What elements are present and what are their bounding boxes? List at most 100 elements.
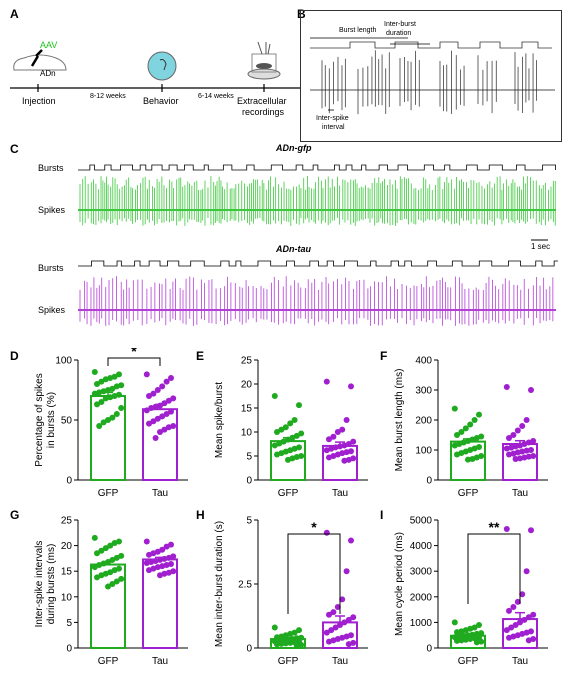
data-point-tau <box>517 619 523 626</box>
panel-b-frame <box>300 10 562 142</box>
x-tick-label: GFP <box>458 488 479 499</box>
chart-e-spike-per-burst: 0 5 10 15 20 25 Mean spike/burst GFP Tau <box>214 356 368 499</box>
y-tick-label: 3000 <box>410 567 433 578</box>
y-tick-label: 5 <box>66 618 72 629</box>
extracellular-label: Extracellular <box>237 96 287 106</box>
data-point-tau <box>332 624 339 631</box>
x-tick-label: GFP <box>98 656 119 667</box>
data-point-gfp <box>454 637 460 644</box>
y-axis-label: Percentage of spikes <box>34 373 45 466</box>
data-point-tau <box>163 378 170 385</box>
x-tick-label: Tau <box>152 488 168 499</box>
data-point-tau <box>530 453 537 459</box>
x-tick-label: GFP <box>458 656 479 667</box>
y-tick-label: 300 <box>415 386 432 397</box>
data-point-tau <box>334 429 341 435</box>
data-point-gfp <box>113 383 120 390</box>
y-axis-label: during bursts (ms) <box>46 544 57 625</box>
significance-marker: * <box>311 519 317 535</box>
data-point-tau <box>343 568 350 575</box>
data-point-tau <box>143 560 150 567</box>
data-point-tau <box>326 436 332 443</box>
data-point-gfp <box>462 425 469 432</box>
data-point-tau <box>146 567 152 574</box>
y-tick-label: 5000 <box>410 516 433 527</box>
chart-f-burst-length: 0 100 200 300 400 Mean burst length (ms) GFP Ta… <box>394 356 548 499</box>
data-point-tau <box>157 429 163 435</box>
data-point-gfp <box>113 411 120 417</box>
injection-label: Injection <box>22 96 56 106</box>
data-point-tau <box>328 627 335 634</box>
data-point-gfp <box>476 621 482 628</box>
data-point-gfp <box>274 429 280 435</box>
data-point-gfp <box>298 641 305 648</box>
tau-spikes-label: Spikes <box>38 305 66 315</box>
y-tick-label: 10 <box>241 428 253 439</box>
data-point-gfp <box>271 442 278 449</box>
gfp-bursts-label: Bursts <box>38 163 64 173</box>
data-point-gfp <box>278 640 285 647</box>
data-point-gfp <box>473 639 480 646</box>
tau-burst-row <box>78 260 558 267</box>
data-point-gfp <box>118 405 125 411</box>
data-point-gfp <box>113 578 120 585</box>
data-point-tau <box>503 445 510 452</box>
data-point-tau <box>341 457 348 464</box>
data-point-gfp <box>469 456 476 462</box>
data-point-tau <box>525 637 532 644</box>
x-tick-label: Tau <box>332 656 348 667</box>
scale-bar-label: 1 sec <box>531 242 551 251</box>
data-point-gfp <box>100 419 107 426</box>
y-tick-label: 0 <box>246 476 252 487</box>
data-point-gfp <box>278 426 285 433</box>
x-tick-label: Tau <box>152 656 168 667</box>
data-point-gfp <box>293 642 300 649</box>
panel-b-trace <box>300 10 562 142</box>
y-tick-label: 20 <box>61 541 73 552</box>
y-tick-label: 0 <box>246 644 252 655</box>
data-point-gfp <box>109 581 116 587</box>
data-point-gfp <box>471 417 478 423</box>
data-point-tau <box>157 572 163 579</box>
data-point-gfp <box>454 432 460 438</box>
data-point-tau <box>170 395 177 402</box>
data-point-tau <box>165 424 172 431</box>
data-point-tau <box>345 641 352 648</box>
data-point-gfp <box>98 378 105 385</box>
panel-a-timeline <box>10 41 300 92</box>
y-axis-label: Mean cycle period (ms) <box>394 532 405 636</box>
data-point-tau <box>323 529 330 536</box>
data-point-gfp <box>94 401 100 408</box>
data-point-tau <box>334 604 341 611</box>
y-axis-label: Mean spike/burst <box>214 382 225 458</box>
data-point-gfp <box>116 371 122 378</box>
data-point-tau <box>514 598 521 605</box>
panel-letter-g: G <box>10 508 20 522</box>
data-point-tau <box>348 383 354 390</box>
data-point-tau <box>159 413 166 420</box>
gfp-burst-row <box>78 164 556 171</box>
data-point-gfp <box>467 421 474 428</box>
significance-bracket <box>287 533 341 614</box>
arena-icon <box>147 51 177 81</box>
y-tick-label: 0 <box>66 644 72 655</box>
significance-marker: ** <box>489 519 500 535</box>
panel-letter-h: H <box>196 508 205 522</box>
data-point-gfp <box>105 417 111 423</box>
y-tick-label: 4000 <box>410 541 433 552</box>
burst-length-label: Burst length <box>339 27 377 34</box>
data-point-tau <box>143 371 150 378</box>
data-point-gfp <box>298 430 305 437</box>
y-tick-label: 5 <box>246 452 252 463</box>
data-point-tau <box>512 456 519 462</box>
y-tick-label: 10 <box>61 592 73 603</box>
data-point-tau <box>161 426 168 433</box>
significance-marker: * <box>131 348 137 359</box>
gfp-trace-title: ADn-gfp <box>276 143 312 153</box>
data-point-tau <box>330 433 337 440</box>
data-point-gfp <box>271 393 278 399</box>
data-point-tau <box>168 408 174 415</box>
data-point-gfp <box>285 456 291 463</box>
data-point-gfp <box>94 550 100 557</box>
data-point-tau <box>159 383 166 390</box>
